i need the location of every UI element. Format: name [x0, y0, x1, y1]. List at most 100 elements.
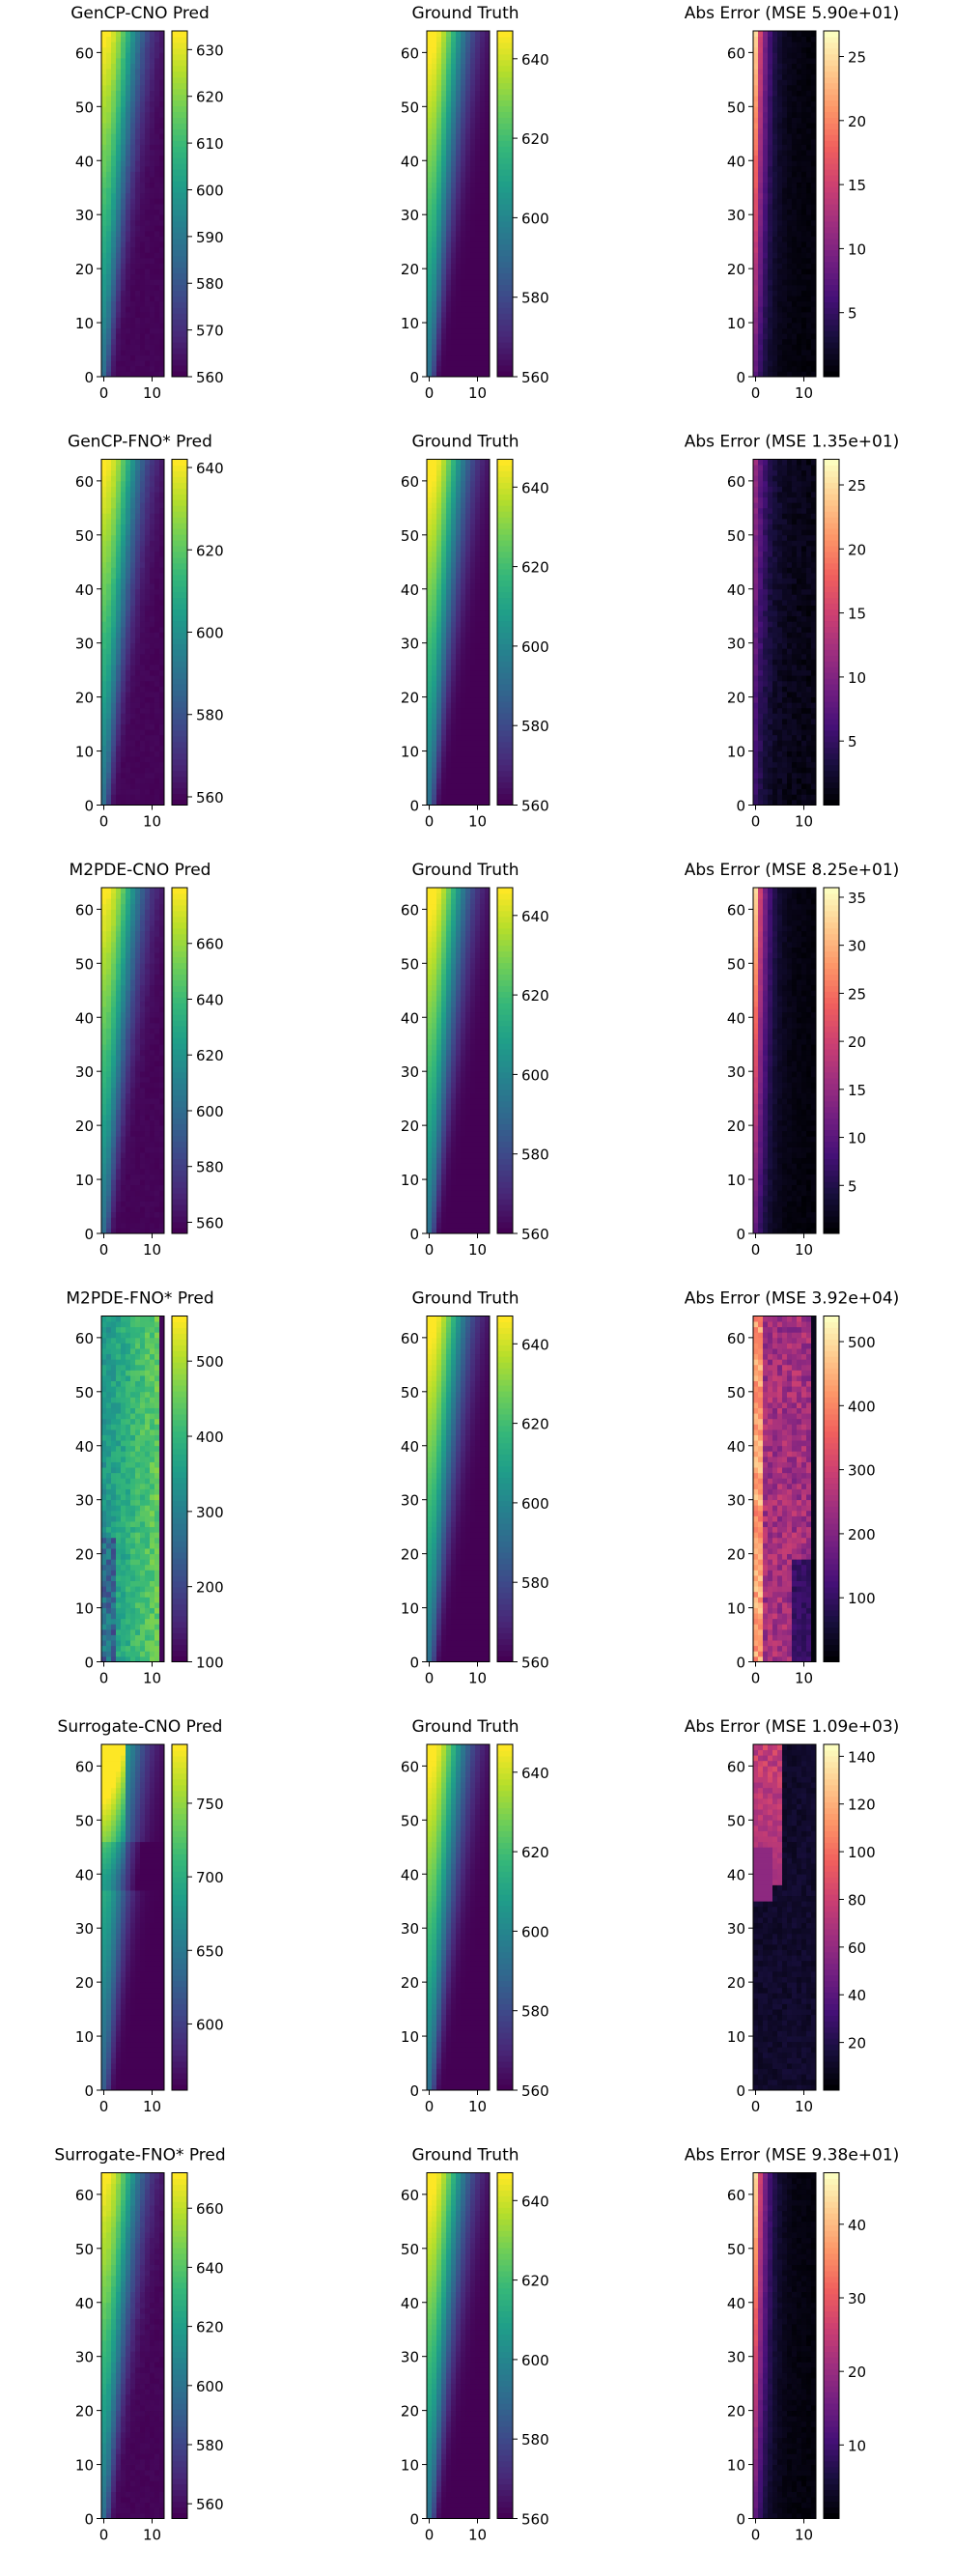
heatmap-cell	[432, 338, 437, 345]
heatmap-cell	[485, 546, 491, 552]
heatmap-cell	[768, 311, 773, 318]
heatmap-cell	[101, 734, 107, 741]
heatmap-cell	[140, 546, 146, 552]
heatmap-cell	[480, 79, 486, 86]
heatmap-cell	[135, 241, 141, 248]
heatmap-cell	[782, 273, 788, 280]
heatmap-cell	[465, 371, 471, 378]
heatmap-cell	[811, 761, 817, 768]
heatmap-cell	[480, 610, 486, 617]
heatmap-cell	[465, 165, 471, 172]
heatmap-cell	[475, 306, 481, 313]
heatmap-cell	[159, 144, 165, 151]
heatmap-cell	[126, 729, 131, 736]
heatmap-cell	[427, 96, 433, 102]
heatmap-cell	[126, 610, 131, 617]
colorbar-segment	[497, 123, 513, 129]
heatmap-cell	[768, 761, 773, 768]
heatmap-cell	[130, 96, 136, 102]
heatmap-cell	[116, 615, 122, 622]
heatmap-cell	[768, 713, 773, 720]
heatmap-cell	[475, 100, 481, 107]
heatmap-cell	[480, 788, 486, 795]
heatmap-cell	[461, 57, 466, 64]
heatmap-cell	[456, 63, 462, 70]
colorbar-segment	[824, 249, 839, 257]
heatmap-cell	[150, 187, 155, 194]
heatmap-cell	[485, 100, 491, 107]
heatmap-cell	[441, 246, 447, 253]
heatmap-cell	[101, 680, 107, 687]
heatmap-cell	[465, 675, 471, 682]
heatmap-cell	[456, 486, 462, 493]
heatmap-cell	[145, 529, 151, 536]
heatmap-cell	[480, 241, 486, 248]
heatmap-cell	[150, 100, 155, 107]
heatmap-cell	[427, 354, 433, 361]
heatmap-cell	[126, 198, 131, 205]
heatmap-cell	[111, 659, 117, 665]
heatmap-cell	[130, 567, 136, 574]
colorbar-segment	[824, 31, 839, 38]
heatmap-cell	[135, 502, 141, 509]
heatmap-cell	[772, 371, 778, 378]
heatmap-cell	[797, 236, 802, 242]
heatmap-cell	[130, 263, 136, 269]
heatmap-cell	[461, 90, 466, 97]
heatmap-cell	[456, 556, 462, 563]
heatmap-cell	[101, 588, 107, 595]
heatmap-cell	[135, 659, 141, 665]
heatmap-cell	[432, 783, 437, 790]
heatmap-cell	[782, 323, 788, 329]
heatmap-cell	[787, 111, 793, 118]
heatmap-cell	[432, 323, 437, 329]
heatmap-cell	[465, 219, 471, 226]
heatmap-cell	[135, 52, 141, 59]
colorbar-segment	[172, 735, 187, 743]
heatmap-cell	[145, 84, 151, 91]
heatmap-cell	[111, 317, 117, 324]
heatmap-cell	[485, 269, 491, 275]
heatmap-cell	[436, 469, 442, 476]
heatmap-cell	[811, 57, 817, 64]
colorbar-segment	[497, 574, 513, 581]
heatmap-cell	[797, 290, 802, 297]
heatmap-cell	[758, 46, 764, 53]
heatmap-cell	[126, 241, 131, 248]
heatmap-cell	[451, 133, 457, 140]
heatmap-cell	[811, 36, 817, 42]
heatmap-cell	[451, 230, 457, 237]
heatmap-cell	[159, 465, 165, 471]
heatmap-cell	[436, 729, 442, 736]
heatmap-cell	[432, 669, 437, 676]
heatmap-cell	[150, 556, 155, 563]
heatmap-cell	[111, 610, 117, 617]
heatmap-cell	[461, 767, 466, 774]
heatmap-cell	[101, 621, 107, 628]
heatmap-cell	[777, 31, 783, 37]
heatmap-cell	[797, 230, 802, 237]
colorbar-tick-label: 5	[848, 305, 857, 323]
heatmap-cell	[101, 556, 107, 563]
heatmap-cell	[432, 333, 437, 340]
heatmap-cell	[101, 551, 107, 557]
heatmap-cell	[465, 79, 471, 86]
heatmap-cell	[159, 621, 165, 628]
heatmap-cell	[470, 246, 476, 253]
heatmap-cell	[130, 69, 136, 75]
heatmap-cell	[470, 653, 476, 660]
heatmap-cell	[154, 610, 160, 617]
heatmap-cell	[145, 317, 151, 324]
heatmap-cell	[461, 209, 466, 215]
heatmap-cell	[461, 296, 466, 302]
colorbar-segment	[172, 707, 187, 714]
heatmap-cell	[121, 599, 126, 606]
heatmap-cell	[106, 588, 112, 595]
heatmap-cell	[436, 719, 442, 724]
colorbar-segment	[497, 59, 513, 67]
heatmap-cell	[782, 702, 788, 709]
heatmap-cell	[772, 761, 778, 768]
heatmap-cell	[150, 350, 155, 356]
heatmap-cell	[792, 317, 798, 324]
heatmap-cell	[446, 665, 452, 671]
